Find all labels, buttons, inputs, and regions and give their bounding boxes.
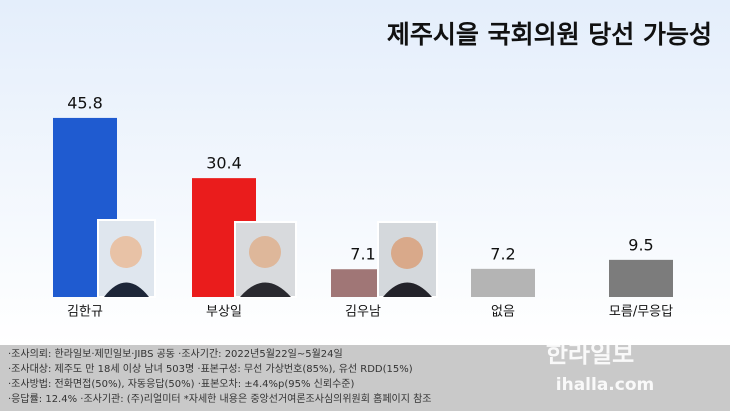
x-tick-label: 김한규 — [67, 305, 103, 320]
photo-face — [110, 236, 142, 268]
value-label: 7.2 — [490, 244, 515, 263]
value-label: 30.4 — [206, 154, 242, 173]
x-tick-label: 없음 — [491, 305, 515, 320]
photo-face — [391, 237, 423, 269]
footer-band — [0, 345, 730, 411]
photo-suit — [240, 282, 291, 297]
value-label: 9.5 — [628, 235, 653, 254]
bar — [609, 259, 673, 297]
footnote: ·응답률: 12.4% ·조사기관: (주)리얼미터 *자세한 내용은 중앙선거… — [8, 392, 432, 405]
logo-name: 한라일보 — [546, 340, 634, 368]
bar — [471, 268, 535, 297]
logo-url: ihalla.com — [556, 375, 654, 395]
chart-title: 제주시을 국회의원 당선 가능성 — [387, 20, 712, 49]
footnote: ·조사대상: 제주도 만 18세 이상 남녀 503명 ·표본구성: 무선 가상… — [8, 363, 413, 375]
photo-face — [249, 236, 281, 268]
photo-suit — [383, 282, 432, 297]
footnote: ·조사의뢰: 한라일보·제민일보·JIBS 공동 ·조사기간: 2022년5월2… — [8, 348, 343, 360]
photo-suit — [104, 282, 149, 297]
value-label: 45.8 — [67, 93, 103, 112]
x-tick-label: 부상일 — [206, 305, 242, 320]
x-tick-label: 모름/무응답 — [609, 305, 673, 320]
photos — [97, 219, 438, 298]
value-label: 7.1 — [350, 245, 375, 264]
x-tick-label: 김우남 — [345, 305, 381, 320]
footnote: ·조사방법: 전화면접(50%), 자동응답(50%) ·표본오차: ±4.4%… — [8, 378, 354, 390]
